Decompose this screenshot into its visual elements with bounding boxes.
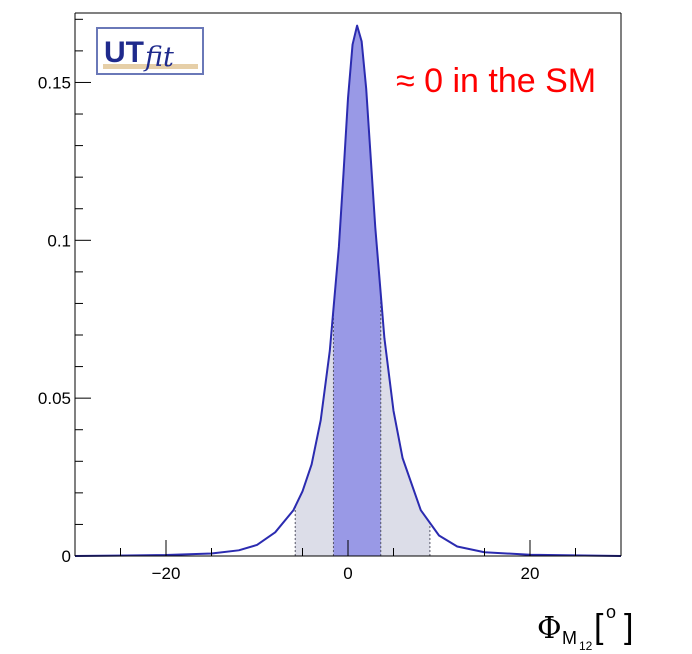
y-tick-label: 0.05 [38, 389, 71, 408]
y-tick-label: 0.1 [47, 231, 71, 250]
interval-band-68pct [333, 25, 381, 556]
x-axis-label-subsubscript: 12 [579, 639, 593, 653]
x-tick-label: 0 [343, 564, 352, 583]
x-tick-label: 20 [521, 564, 540, 583]
x-axis-label-bracket-close: ] [624, 608, 633, 646]
logo-text-ut: UT [104, 36, 144, 69]
y-tick-label: 0.15 [38, 73, 71, 92]
logo-text-fit: fit [143, 42, 174, 73]
x-axis-label-bracket-open: [ [594, 608, 604, 646]
x-axis-label-subscript: M [562, 628, 577, 648]
y-tick-label: 0 [62, 547, 71, 566]
x-axis-label-unit: o [606, 602, 616, 622]
plot-area [74, 24, 622, 557]
logo: UT fit [96, 27, 204, 75]
x-tick-label: −20 [152, 564, 181, 583]
x-axis-label: Φ M 12 [ o ] [537, 602, 633, 653]
series-curve [74, 24, 622, 557]
x-axis-label-symbol: Φ [537, 611, 562, 646]
axes: 0 0.05 0.1 0.15 −20 0 20 [38, 12, 622, 583]
annotation-sm: ≈ 0 in the SM [396, 62, 596, 100]
